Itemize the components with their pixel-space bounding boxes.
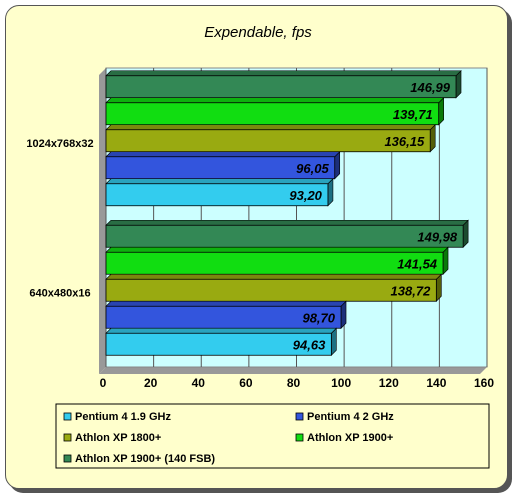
data-label: 141,54 xyxy=(397,256,438,271)
x-tick-label: 160 xyxy=(474,376,494,390)
plot-side-wall xyxy=(99,68,106,374)
bar-top xyxy=(105,273,443,280)
x-tick-label: 140 xyxy=(426,376,446,390)
legend-entry: Pentium 4 1.9 GHz xyxy=(75,411,171,423)
x-tick-label: 80 xyxy=(287,376,301,390)
legend-box xyxy=(55,403,490,469)
bar-top xyxy=(105,151,341,158)
x-tick-label: 0 xyxy=(100,376,107,390)
data-label: 98,70 xyxy=(302,310,335,325)
data-label: 139,71 xyxy=(393,107,433,122)
bar-top xyxy=(105,219,469,226)
data-label: 93,20 xyxy=(289,188,322,203)
bar-top xyxy=(105,300,347,307)
bar xyxy=(105,129,431,153)
legend-entry: Athlon XP 1900+ xyxy=(307,432,393,444)
category-label: 640x480x16 xyxy=(29,287,90,299)
data-label: 94,63 xyxy=(293,337,326,352)
bar-top xyxy=(105,70,462,77)
bar xyxy=(105,102,440,126)
legend-swatch xyxy=(63,412,72,421)
data-label: 96,05 xyxy=(296,161,329,176)
data-label: 136,15 xyxy=(384,134,425,149)
bar-top xyxy=(105,124,436,131)
data-label: 138,72 xyxy=(391,283,432,298)
bar xyxy=(105,183,329,207)
bar-top xyxy=(105,97,445,104)
legend-entry: Pentium 4 2 GHz xyxy=(307,411,394,423)
bar xyxy=(105,251,444,275)
legend-entry: Athlon XP 1900+ (140 FSB) xyxy=(75,453,215,465)
plot-floor xyxy=(99,367,487,374)
data-label: 149,98 xyxy=(417,229,458,244)
bar xyxy=(105,332,332,356)
chart-title: Expendable, fps xyxy=(204,24,312,41)
bar xyxy=(105,278,437,302)
legend-swatch xyxy=(63,433,72,442)
x-tick-label: 120 xyxy=(379,376,399,390)
legend: Pentium 4 1.9 GHz Pentium 4 2 GHz Athlon X… xyxy=(55,403,490,469)
plot-area: 0 20 40 60 80 100 120 140 160 1024x768x32 146,99 13… xyxy=(26,67,494,390)
x-tick-label: 20 xyxy=(144,376,158,390)
bar xyxy=(105,224,464,248)
bar-top xyxy=(105,178,334,185)
x-tick-label: 100 xyxy=(331,376,351,390)
bar xyxy=(105,75,457,99)
category-label: 1024x768x32 xyxy=(26,138,93,150)
legend-swatch xyxy=(295,433,304,442)
legend-entry: Athlon XP 1800+ xyxy=(75,432,161,444)
bar-top xyxy=(105,246,449,253)
legend-swatch xyxy=(63,454,72,463)
x-tick-label: 40 xyxy=(192,376,206,390)
bar-top xyxy=(105,327,338,334)
x-tick-label: 60 xyxy=(239,376,253,390)
data-label: 146,99 xyxy=(410,80,451,95)
legend-swatch xyxy=(295,412,304,421)
